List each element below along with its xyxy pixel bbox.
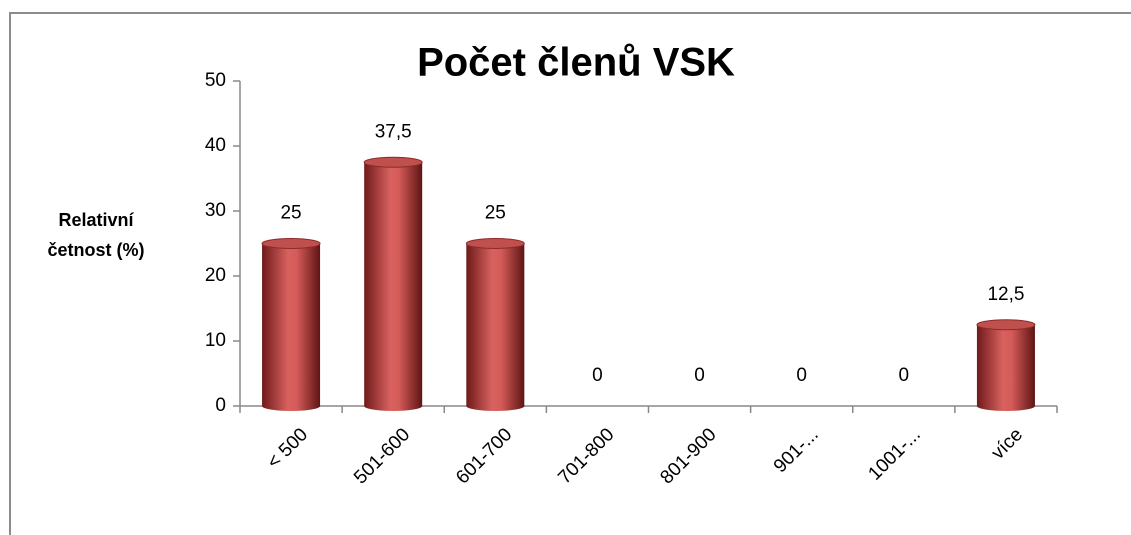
bar-base (466, 401, 525, 411)
bar (976, 324, 1035, 406)
x-tick-label: 1001-... (864, 424, 924, 484)
y-axis-label: Relativní četnost (%) (47, 210, 145, 260)
y-tick-label: 30 (205, 200, 226, 221)
bar-top (976, 319, 1036, 331)
data-label: 25 (485, 203, 506, 224)
bar-top (465, 238, 525, 249)
bar (262, 243, 321, 406)
data-label: 37,5 (375, 121, 412, 142)
x-tick-label: 701-800 (554, 424, 618, 488)
bar (466, 243, 525, 406)
x-tick-label: < 500 (263, 424, 312, 473)
data-label: 0 (694, 365, 705, 386)
y-tick-label: 10 (205, 330, 226, 351)
data-label: 0 (592, 365, 603, 386)
y-tick-label: 0 (215, 395, 226, 416)
bar-top (363, 156, 423, 168)
data-label: 25 (280, 203, 301, 224)
x-tick-label: 501-600 (350, 424, 414, 488)
x-tick-label: 601-700 (452, 424, 516, 488)
x-tick-label: více (988, 424, 1027, 463)
x-tick-label: 901-... (770, 424, 823, 477)
data-label: 12,5 (987, 284, 1024, 305)
x-tick-label: 801-900 (656, 424, 720, 488)
bar-top (261, 238, 321, 249)
bar-base (364, 401, 423, 411)
y-tick-label: 40 (205, 135, 226, 156)
y-tick-label: 50 (205, 70, 226, 91)
bar-base (262, 401, 321, 411)
bar-base (976, 401, 1035, 411)
chart-title: Počet členů VSK (417, 41, 735, 85)
data-label: 0 (796, 365, 807, 386)
bar (364, 162, 423, 406)
data-label: 0 (899, 365, 910, 386)
y-tick-label: 20 (205, 265, 226, 286)
chart-border (9, 12, 1131, 535)
